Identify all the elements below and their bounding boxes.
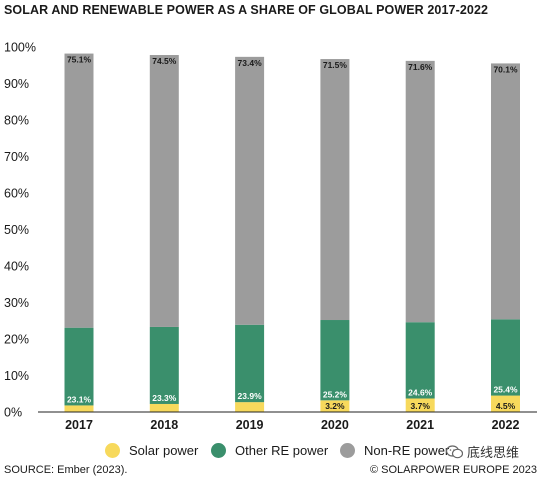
data-label: 23.1% — [67, 394, 92, 404]
data-labels: 23.1% 75.1% 23.3% 74.5% 23.9% 73.4% 3.2% 25.2% 7… — [67, 55, 518, 411]
bar-segment-solar-power-2019 — [235, 402, 265, 412]
bar-segment-non-re-power-2017 — [64, 53, 94, 328]
data-label: 3.2% — [325, 401, 345, 411]
x-tick-label: 2019 — [236, 418, 264, 432]
y-tick-label: 30% — [4, 296, 29, 310]
data-label: 23.9% — [238, 391, 263, 401]
bar-segment-other-re-power-2022 — [491, 319, 520, 396]
y-tick-label: 20% — [4, 333, 29, 347]
bars — [64, 53, 520, 412]
wechat-icon — [446, 444, 463, 458]
bar-segment-other-re-power-2020 — [320, 320, 350, 401]
data-label: 73.4% — [238, 58, 263, 68]
data-label: 25.4% — [493, 385, 518, 395]
y-tick-label: 0% — [4, 406, 22, 420]
legend-swatch — [211, 442, 226, 458]
y-tick-label: 70% — [4, 150, 29, 164]
x-tick-label: 2017 — [65, 418, 93, 432]
y-tick-label: 90% — [4, 77, 29, 91]
bar-segment-solar-power-2020 — [320, 400, 350, 412]
data-label: 3.7% — [411, 401, 431, 411]
data-label: 75.1% — [67, 55, 92, 65]
bar-segment-other-re-power-2018 — [149, 326, 179, 404]
bar-segment-non-re-power-2019 — [235, 56, 265, 325]
legend-label: Non-RE power — [364, 442, 450, 458]
legend-label: Solar power — [129, 442, 199, 458]
credit-note: © SOLARPOWER EUROPE 2023 — [369, 464, 537, 476]
legend: Solar power Other RE power Non-RE power — [0, 440, 541, 460]
y-tick-label: 50% — [4, 223, 29, 237]
data-label: 70.1% — [493, 64, 518, 74]
source-note: SOURCE: Ember (2023). — [4, 464, 128, 476]
y-tick-label: 40% — [4, 260, 29, 274]
legend-item: Other RE power — [211, 440, 328, 460]
y-tick-label: 10% — [4, 369, 29, 383]
bar-segment-solar-power-2017 — [64, 405, 94, 412]
data-label: 24.6% — [408, 387, 433, 397]
stacked-bar-chart: 0% 10% 20% 30% 40% 50% 60% 70% 80% 90% 100% 23.1% 7… — [4, 41, 537, 432]
bar-segment-solar-power-2018 — [149, 403, 179, 412]
bar-segment-other-re-power-2019 — [235, 324, 265, 403]
bar-segment-non-re-power-2020 — [320, 59, 350, 321]
data-label: 74.5% — [152, 56, 177, 66]
bar-segment-other-re-power-2017 — [64, 327, 94, 406]
x-tick-label: 2018 — [150, 418, 178, 432]
y-tick-label: 100% — [4, 41, 36, 55]
y-tick-label: 60% — [4, 187, 29, 201]
legend-swatch — [340, 442, 355, 458]
data-label: 25.2% — [323, 389, 348, 399]
x-axis: 2017 2018 2019 2020 2021 2022 — [65, 418, 519, 432]
bar-segment-other-re-power-2021 — [405, 322, 435, 399]
legend-item: Solar power — [105, 440, 198, 460]
x-tick-label: 2021 — [406, 418, 434, 432]
chart-title: SOLAR AND RENEWABLE POWER AS A SHARE OF … — [4, 3, 489, 17]
y-axis: 0% 10% 20% 30% 40% 50% 60% 70% 80% 90% 100% — [4, 41, 36, 420]
data-label: 23.3% — [152, 393, 177, 403]
bar-segment-non-re-power-2018 — [149, 55, 179, 327]
legend-swatch — [105, 442, 120, 458]
bar-segment-non-re-power-2021 — [405, 60, 435, 323]
watermark-text: 底线思维 — [467, 446, 520, 461]
bar-segment-non-re-power-2022 — [491, 63, 520, 320]
y-tick-label: 80% — [4, 114, 29, 128]
bar-segment-solar-power-2022 — [491, 395, 520, 412]
data-label: 71.6% — [408, 62, 433, 72]
bar-segment-solar-power-2021 — [405, 398, 435, 412]
data-label: 71.5% — [323, 60, 348, 70]
watermark: 底线思维 — [446, 442, 519, 461]
x-tick-label: 2020 — [321, 418, 349, 432]
data-label: 4.5% — [496, 401, 516, 411]
x-tick-label: 2022 — [492, 418, 520, 432]
legend-item: Non-RE power — [340, 440, 449, 460]
legend-label: Other RE power — [235, 442, 329, 458]
